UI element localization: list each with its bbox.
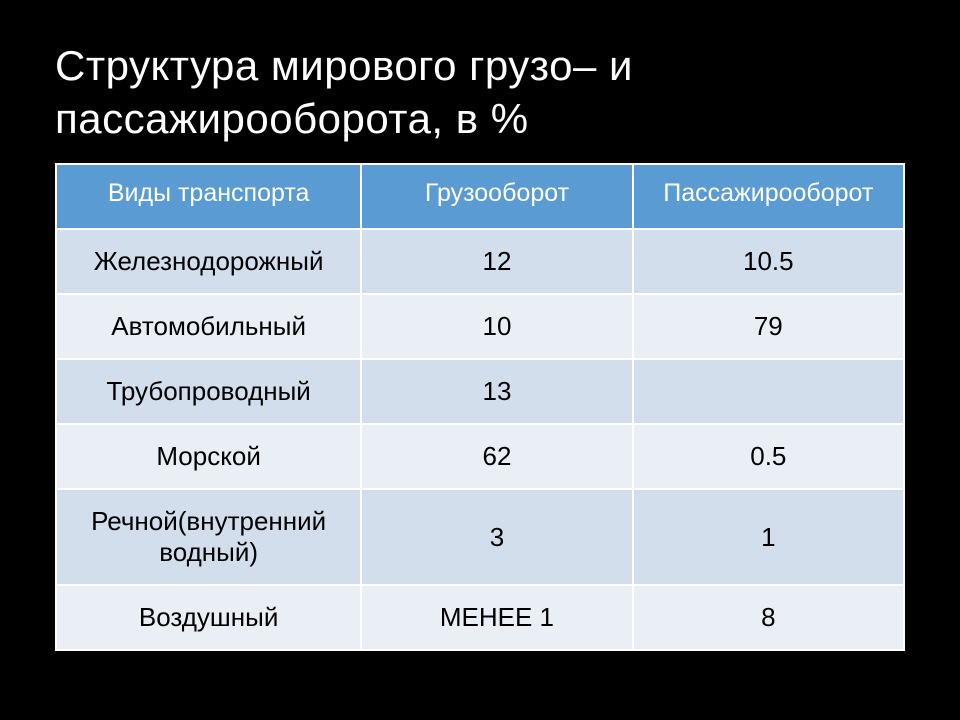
cell-transport: Автомобильный xyxy=(56,294,361,359)
col-header-freight: Грузооборот xyxy=(361,164,632,229)
table-row: Воздушный МЕНЕЕ 1 8 xyxy=(56,585,904,650)
slide-title: Структура мирового грузо– и пассажирообо… xyxy=(55,40,905,145)
cell-freight: 62 xyxy=(361,424,632,489)
cell-freight: МЕНЕЕ 1 xyxy=(361,585,632,650)
table-row: Железнодорожный 12 10.5 xyxy=(56,229,904,294)
col-header-transport: Виды транспорта xyxy=(56,164,361,229)
cell-freight: 3 xyxy=(361,489,632,585)
cell-passenger: 1 xyxy=(633,489,904,585)
table-header-row: Виды транспорта Грузооборот Пассажирообо… xyxy=(56,164,904,229)
cell-transport: Трубопроводный xyxy=(56,359,361,424)
cell-passenger xyxy=(633,359,904,424)
cell-passenger: 8 xyxy=(633,585,904,650)
cell-passenger: 79 xyxy=(633,294,904,359)
cell-passenger: 0.5 xyxy=(633,424,904,489)
table-row: Речной(внутренний водный) 3 1 xyxy=(56,489,904,585)
slide-container: Структура мирового грузо– и пассажирообо… xyxy=(0,0,960,720)
cell-freight: 12 xyxy=(361,229,632,294)
data-table: Виды транспорта Грузооборот Пассажирообо… xyxy=(55,163,905,651)
col-header-passenger: Пассажирооборот xyxy=(633,164,904,229)
cell-passenger: 10.5 xyxy=(633,229,904,294)
cell-transport: Воздушный xyxy=(56,585,361,650)
table-row: Трубопроводный 13 xyxy=(56,359,904,424)
cell-transport: Морской xyxy=(56,424,361,489)
cell-freight: 10 xyxy=(361,294,632,359)
cell-transport: Речной(внутренний водный) xyxy=(56,489,361,585)
table-row: Морской 62 0.5 xyxy=(56,424,904,489)
cell-freight: 13 xyxy=(361,359,632,424)
table-row: Автомобильный 10 79 xyxy=(56,294,904,359)
cell-transport: Железнодорожный xyxy=(56,229,361,294)
